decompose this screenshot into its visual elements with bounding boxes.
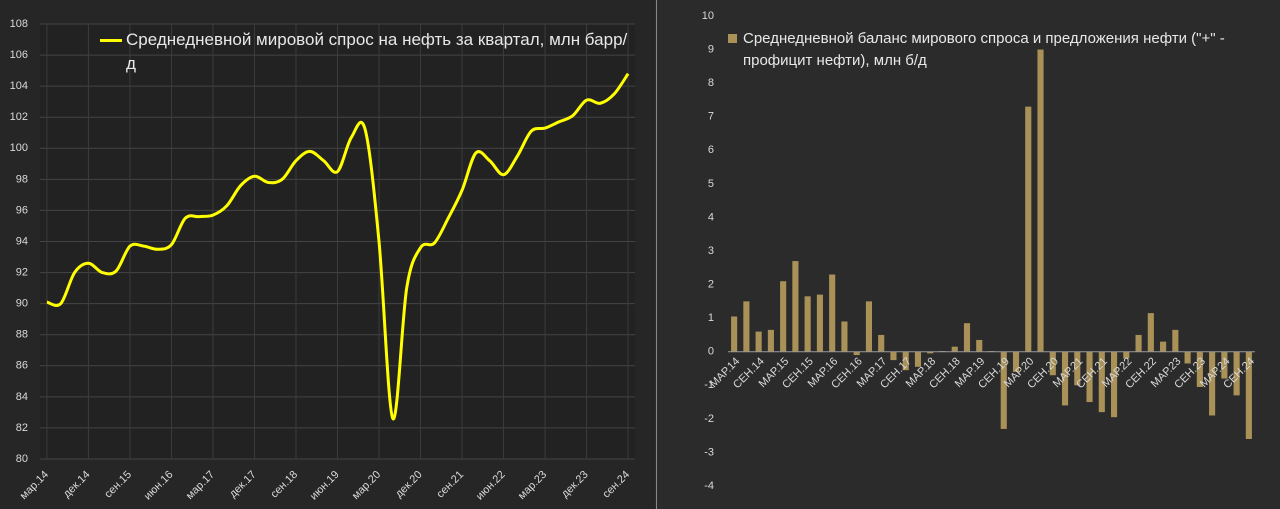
bar [1049,351,1056,376]
bar [1160,341,1167,352]
y-tick-label: 100 [10,142,28,154]
y-tick-label: 2 [708,278,714,290]
bar [1184,351,1191,364]
bar [865,301,873,352]
bar [976,339,983,352]
y-tick-label: 80 [16,453,28,465]
bar [878,334,885,352]
legend-swatch [100,39,122,42]
bar [1000,351,1007,429]
y-tick-label: 92 [16,266,28,278]
bar [914,351,922,367]
bar [890,351,897,361]
y-tick-label: -2 [704,413,714,425]
bar [829,274,836,352]
bar [767,329,774,352]
y-tick-label: 0 [708,346,714,358]
y-tick-label: 94 [16,235,28,247]
y-tick-label: 102 [10,111,28,123]
bar [1196,351,1203,387]
bar [755,331,762,352]
y-tick-label: 1 [708,312,714,324]
legend-label: Среднедневной баланс мирового спроса и п… [743,30,1225,69]
y-tick-label: 7 [708,111,714,123]
bar [902,351,909,371]
y-tick-label: 5 [708,178,714,190]
bar [780,281,787,352]
y-tick-label: 4 [708,211,714,223]
bar [1037,49,1044,352]
y-tick-label: -4 [704,480,714,492]
y-tick-label: 86 [16,360,28,372]
bar [743,301,750,352]
y-tick-label: 6 [708,144,714,156]
line [46,72,630,421]
y-tick-label: -1 [704,379,714,391]
bar [1233,351,1240,396]
bar [804,296,811,352]
bar [963,323,971,352]
bar [1025,106,1032,352]
bar [792,261,799,352]
bar [927,351,934,354]
y-tick-label: 90 [16,298,28,310]
y-tick-label: 9 [708,43,714,55]
bar [1172,329,1179,352]
y-tick-label: -3 [704,446,714,458]
y-tick-label: 104 [10,80,28,92]
bar [1074,351,1081,386]
y-tick-label: 3 [708,245,714,257]
y-tick-label: 82 [16,422,28,434]
legend-swatch [728,34,737,43]
bar [1245,351,1252,439]
bar [853,351,860,356]
bar [1123,351,1130,359]
y-tick-label: 88 [16,329,28,341]
bar [951,346,958,352]
y-tick-label: 98 [16,173,28,185]
bar [1110,351,1118,418]
y-tick-label: 96 [16,204,28,216]
bar [1221,351,1228,379]
bar [1012,351,1020,372]
bar [1086,351,1093,403]
bar [1147,313,1154,352]
y-tick-label: 8 [708,77,714,89]
bar [731,316,738,352]
bar [841,321,848,352]
y-tick-label: 108 [10,18,28,30]
bar [1098,351,1105,413]
legend: Среднедневной мировой спрос на нефть за … [100,28,630,76]
bar [1135,334,1142,352]
bar [1209,351,1216,416]
y-tick-label: 84 [16,391,28,403]
legend: Среднедневной баланс мирового спроса и п… [728,28,1248,72]
legend-label: Среднедневной мировой спрос на нефть за … [126,30,628,73]
y-tick-label: 10 [702,10,714,22]
bar [1061,351,1069,406]
bar [816,294,823,352]
y-tick-label: 106 [10,49,28,61]
